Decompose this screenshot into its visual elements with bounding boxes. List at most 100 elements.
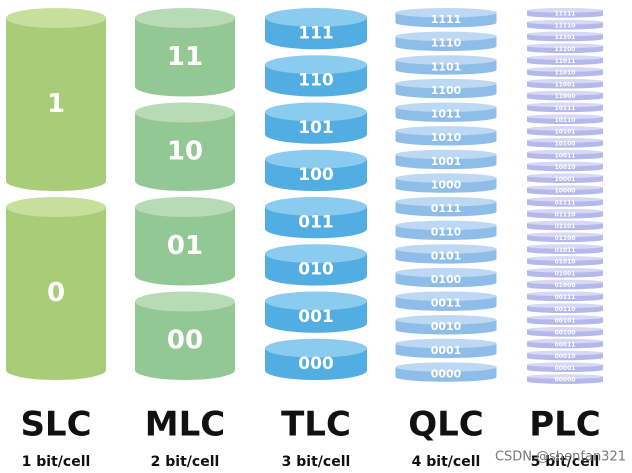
cell-body <box>395 36 497 47</box>
cell-top <box>265 244 367 264</box>
level-label: 01 <box>167 231 203 261</box>
level-label: 11 <box>167 42 203 72</box>
cell-body <box>395 83 497 94</box>
cell-top <box>395 126 497 136</box>
cell-body <box>527 69 603 75</box>
cell-top <box>527 31 603 37</box>
cell-top <box>395 315 497 325</box>
level-label: 00011 <box>555 341 576 348</box>
level-label: 00001 <box>555 365 576 372</box>
level-label: 100 <box>298 165 334 185</box>
cell-top <box>135 8 235 28</box>
cell-body <box>395 178 497 189</box>
cell-top <box>135 291 235 312</box>
cell-top <box>527 256 603 261</box>
cell-body <box>527 305 603 311</box>
cell-top <box>527 208 603 214</box>
cell-body <box>527 234 603 240</box>
level-label: 10111 <box>555 105 576 112</box>
level-label: 11110 <box>555 22 576 29</box>
level-label: 011 <box>298 212 334 232</box>
level-label: 10101 <box>555 129 576 136</box>
level-label: 10011 <box>555 152 576 159</box>
level-label: 01111 <box>555 200 576 207</box>
cell-top <box>265 102 367 122</box>
cell-body <box>527 282 603 288</box>
cell-top <box>527 43 603 49</box>
cell-body <box>527 270 603 276</box>
cell-top <box>265 338 367 358</box>
level-label: 1010 <box>431 131 462 144</box>
level-label: 10010 <box>555 164 576 171</box>
cell-top <box>527 232 603 238</box>
cell-top <box>527 149 603 155</box>
cell-top <box>527 185 603 190</box>
cell-body <box>527 140 603 146</box>
level-label: 11001 <box>555 81 576 88</box>
cell-body <box>135 112 235 181</box>
level-label: 1101 <box>431 60 462 73</box>
cell-top <box>6 197 106 217</box>
cell-top <box>527 90 603 96</box>
level-label: 10 <box>167 136 203 166</box>
cell-body <box>527 246 603 252</box>
level-label: 0100 <box>431 273 462 286</box>
cell-top <box>395 8 497 18</box>
level-label: 00111 <box>555 294 576 301</box>
cell-top <box>527 374 603 379</box>
level-label: 00101 <box>555 318 576 325</box>
cell-top <box>527 338 603 344</box>
level-label: 0110 <box>431 226 462 239</box>
cell-body <box>527 81 603 87</box>
level-label: 0 <box>47 278 65 308</box>
cell-body <box>527 104 603 110</box>
level-label: 11000 <box>555 93 576 100</box>
cell-body <box>395 343 497 354</box>
level-label: 01011 <box>555 247 576 254</box>
bits-per-cell: 2 bit/cell <box>151 454 220 470</box>
level-label: 11010 <box>555 70 576 77</box>
level-label: 1001 <box>431 155 462 168</box>
cell-top <box>395 362 497 372</box>
level-label: 10110 <box>555 117 576 124</box>
cell-type: SLC <box>20 405 91 445</box>
cell-top <box>527 220 603 226</box>
level-label: 00100 <box>555 329 576 336</box>
cell-type: QLC <box>408 405 484 445</box>
level-label: 00000 <box>555 377 576 384</box>
bits-per-cell: 4 bit/cell <box>412 454 481 470</box>
cell-top <box>265 291 367 311</box>
cell-body <box>527 352 603 358</box>
cell-type: TLC <box>281 405 351 445</box>
level-label: 110 <box>298 71 334 91</box>
cell-body <box>135 301 235 370</box>
level-label: 00 <box>167 325 203 355</box>
level-label: 10100 <box>555 140 576 147</box>
level-label: 00110 <box>555 306 576 313</box>
cell-top <box>395 197 497 207</box>
level-label: 1011 <box>431 108 462 121</box>
cell-body <box>395 248 497 259</box>
bits-per-cell: 1 bit/cell <box>22 454 91 470</box>
cell-top <box>395 173 497 183</box>
level-label: 001 <box>298 307 334 327</box>
cell-body <box>527 57 603 63</box>
cell-top <box>395 55 497 65</box>
level-label: 0001 <box>431 344 462 357</box>
level-label: 111 <box>298 23 334 43</box>
level-label: 1000 <box>431 178 462 191</box>
cell-top <box>527 326 603 332</box>
level-label: 0101 <box>431 249 462 262</box>
cell-body <box>527 163 603 169</box>
cell-body <box>6 18 106 181</box>
cell-body <box>395 272 497 283</box>
level-label: 0000 <box>431 367 462 380</box>
cell-top <box>395 267 497 278</box>
cell-top <box>527 102 603 108</box>
cell-top <box>527 350 603 356</box>
cell-body <box>527 128 603 134</box>
cell-top <box>6 8 106 28</box>
cell-top <box>135 102 235 123</box>
cell-body <box>527 10 603 16</box>
